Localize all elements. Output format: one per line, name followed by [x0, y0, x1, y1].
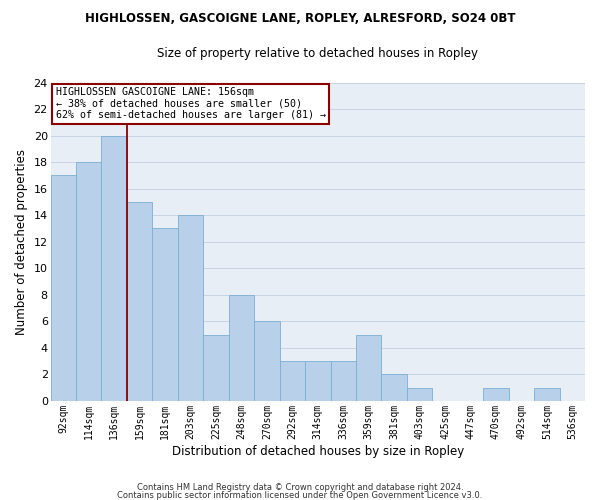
Title: Size of property relative to detached houses in Ropley: Size of property relative to detached ho…	[157, 48, 478, 60]
Bar	[203, 334, 229, 401]
Text: HIGHLOSSEN, GASCOIGNE LANE, ROPLEY, ALRESFORD, SO24 0BT: HIGHLOSSEN, GASCOIGNE LANE, ROPLEY, ALRE…	[85, 12, 515, 26]
Bar	[178, 215, 203, 401]
Bar	[229, 295, 254, 401]
Text: Contains public sector information licensed under the Open Government Licence v3: Contains public sector information licen…	[118, 490, 482, 500]
Bar	[382, 374, 407, 401]
Bar	[331, 361, 356, 401]
Bar	[76, 162, 101, 401]
Bar	[50, 176, 76, 401]
Text: HIGHLOSSEN GASCOIGNE LANE: 156sqm
← 38% of detached houses are smaller (50)
62% : HIGHLOSSEN GASCOIGNE LANE: 156sqm ← 38% …	[56, 88, 326, 120]
Bar	[152, 228, 178, 401]
Y-axis label: Number of detached properties: Number of detached properties	[15, 148, 28, 334]
Bar	[280, 361, 305, 401]
Bar	[534, 388, 560, 401]
Bar	[127, 202, 152, 401]
Bar	[101, 136, 127, 401]
Bar	[305, 361, 331, 401]
Bar	[356, 334, 382, 401]
Bar	[254, 322, 280, 401]
Text: Contains HM Land Registry data © Crown copyright and database right 2024.: Contains HM Land Registry data © Crown c…	[137, 484, 463, 492]
X-axis label: Distribution of detached houses by size in Ropley: Distribution of detached houses by size …	[172, 444, 464, 458]
Bar	[407, 388, 433, 401]
Bar	[483, 388, 509, 401]
